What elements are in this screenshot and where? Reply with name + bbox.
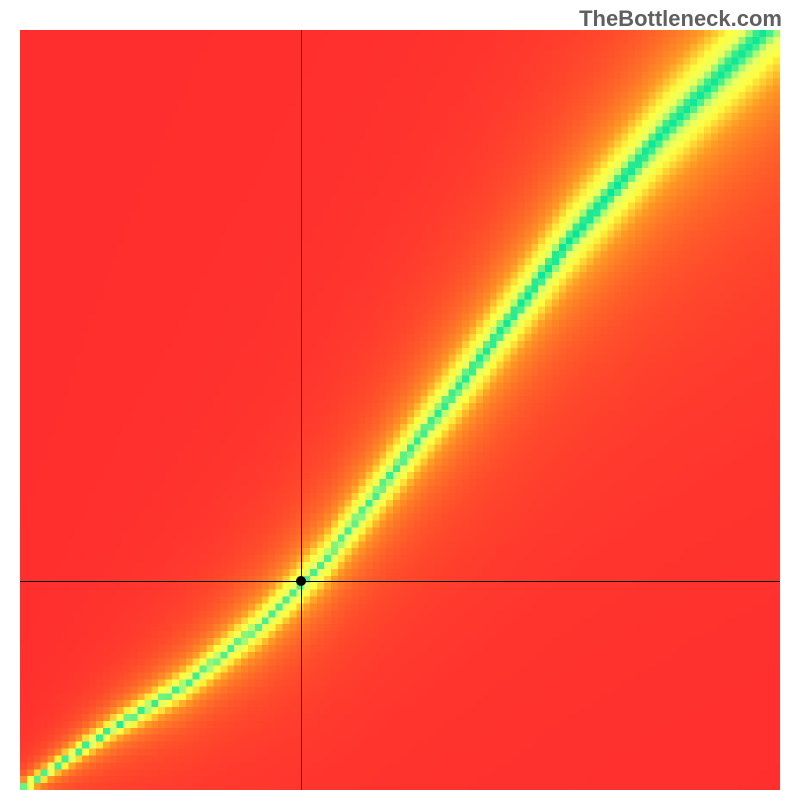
crosshair-horizontal — [20, 581, 780, 582]
crosshair-vertical — [301, 30, 302, 790]
watermark-text: TheBottleneck.com — [579, 6, 782, 32]
heatmap-canvas — [20, 30, 780, 790]
selected-point[interactable] — [296, 576, 306, 586]
heatmap-container — [20, 30, 780, 790]
